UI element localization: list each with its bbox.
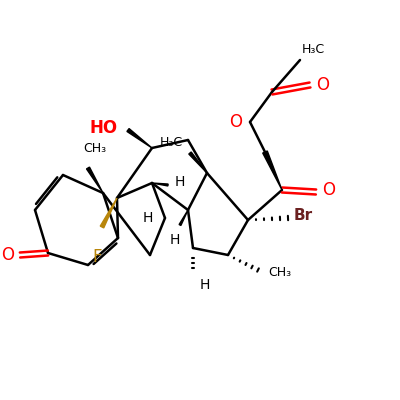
Text: H: H	[143, 211, 153, 225]
Text: F: F	[92, 248, 102, 266]
Text: O: O	[229, 113, 242, 131]
Text: H₃C: H₃C	[160, 136, 183, 150]
Text: Br: Br	[294, 208, 313, 224]
Polygon shape	[263, 151, 282, 190]
Text: H₃C: H₃C	[302, 43, 325, 56]
Text: H: H	[175, 175, 185, 189]
Polygon shape	[127, 128, 152, 148]
Polygon shape	[152, 183, 168, 186]
Text: HO: HO	[90, 119, 118, 137]
Polygon shape	[189, 152, 207, 173]
Polygon shape	[179, 210, 188, 226]
Text: H: H	[170, 233, 180, 247]
Text: H: H	[200, 278, 210, 292]
Text: O: O	[1, 246, 14, 264]
Text: CH₃: CH₃	[84, 142, 106, 155]
Text: CH₃: CH₃	[268, 266, 291, 278]
Polygon shape	[100, 198, 117, 228]
Text: O: O	[322, 181, 335, 199]
Text: O: O	[316, 76, 329, 94]
Polygon shape	[86, 167, 103, 193]
